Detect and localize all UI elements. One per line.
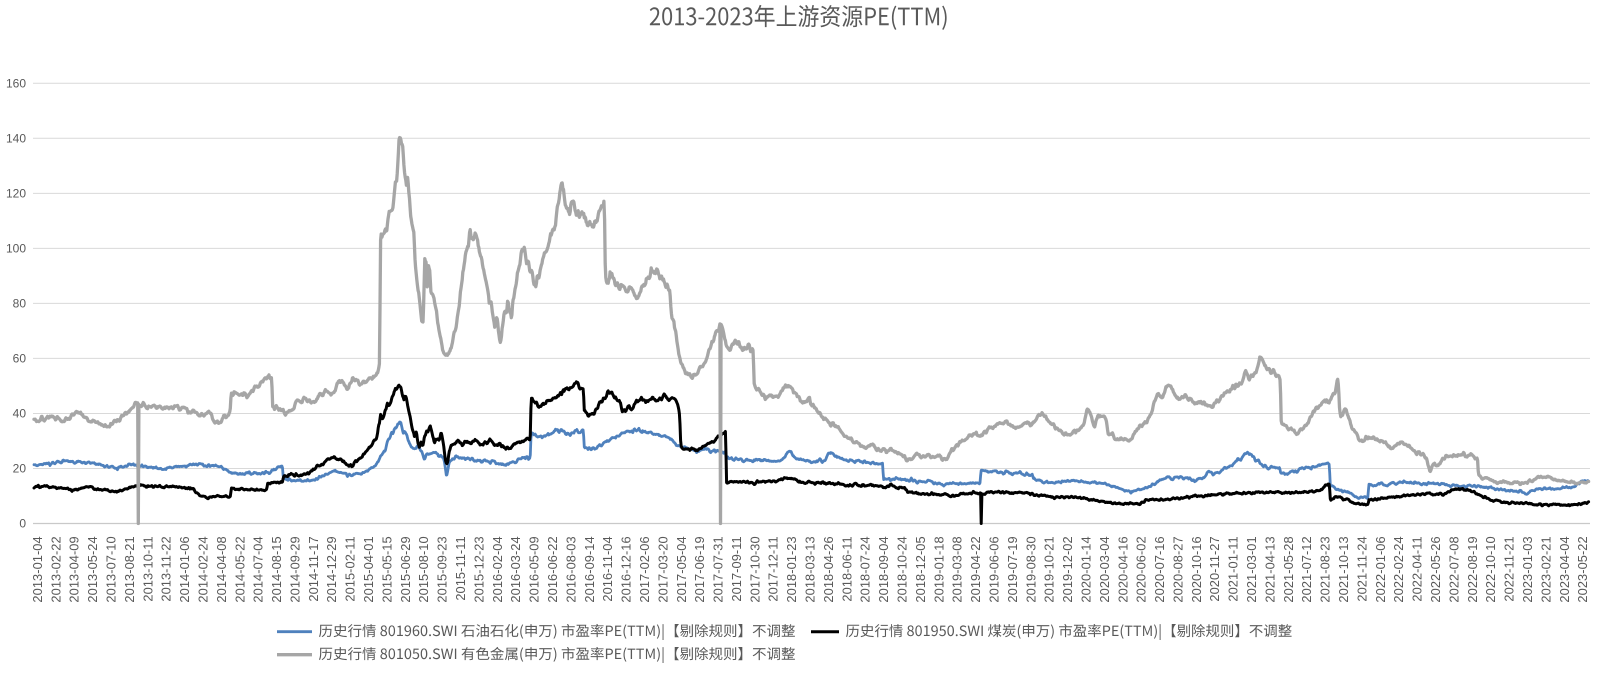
svg-text:2015-09-23: 2015-09-23 bbox=[435, 536, 450, 602]
svg-text:2014-01-06: 2014-01-06 bbox=[177, 536, 192, 602]
svg-text:2019-06-06: 2019-06-06 bbox=[987, 536, 1002, 602]
svg-text:60: 60 bbox=[13, 352, 27, 366]
svg-text:2016-05-09: 2016-05-09 bbox=[527, 536, 542, 602]
svg-text:2013-01-04: 2013-01-04 bbox=[30, 536, 45, 602]
svg-text:2023-01-03: 2023-01-03 bbox=[1520, 536, 1535, 602]
svg-text:2018-07-24: 2018-07-24 bbox=[858, 536, 873, 602]
svg-text:2015-11-11: 2015-11-11 bbox=[453, 536, 468, 600]
svg-text:2017-07-31: 2017-07-31 bbox=[711, 536, 726, 602]
svg-text:2023-02-21: 2023-02-21 bbox=[1538, 536, 1553, 602]
svg-text:2016-06-22: 2016-06-22 bbox=[545, 536, 560, 602]
svg-text:2022-08-19: 2022-08-19 bbox=[1465, 536, 1480, 602]
svg-text:2014-04-08: 2014-04-08 bbox=[214, 536, 229, 602]
svg-text:2018-09-04: 2018-09-04 bbox=[876, 536, 891, 602]
svg-text:2013-04-09: 2013-04-09 bbox=[67, 536, 82, 602]
svg-text:2020-06-02: 2020-06-02 bbox=[1134, 536, 1149, 602]
svg-text:2014-07-04: 2014-07-04 bbox=[251, 536, 266, 602]
svg-text:2021-05-28: 2021-05-28 bbox=[1281, 536, 1296, 602]
svg-text:2020-01-14: 2020-01-14 bbox=[1079, 536, 1094, 602]
svg-text:2020-04-16: 2020-04-16 bbox=[1115, 536, 1130, 602]
svg-text:2017-12-11: 2017-12-11 bbox=[766, 536, 781, 601]
svg-text:2015-06-29: 2015-06-29 bbox=[398, 536, 413, 602]
svg-text:2013-10-11: 2013-10-11 bbox=[140, 536, 155, 601]
svg-text:2022-10-10: 2022-10-10 bbox=[1483, 536, 1498, 602]
svg-text:2013-08-21: 2013-08-21 bbox=[122, 536, 137, 602]
svg-text:100: 100 bbox=[6, 242, 26, 256]
svg-text:2021-07-12: 2021-07-12 bbox=[1299, 536, 1314, 602]
svg-text:2019-08-30: 2019-08-30 bbox=[1023, 536, 1038, 602]
svg-text:2013-07-10: 2013-07-10 bbox=[104, 536, 119, 602]
svg-text:20: 20 bbox=[13, 462, 27, 476]
svg-text:2016-12-16: 2016-12-16 bbox=[619, 536, 634, 602]
svg-text:2013-11-22: 2013-11-22 bbox=[159, 536, 174, 601]
svg-text:2018-01-23: 2018-01-23 bbox=[784, 536, 799, 602]
svg-text:2013-02-22: 2013-02-22 bbox=[48, 536, 63, 602]
svg-text:2022-11-21: 2022-11-21 bbox=[1502, 536, 1517, 601]
svg-text:2019-10-21: 2019-10-21 bbox=[1042, 536, 1057, 602]
svg-text:120: 120 bbox=[6, 187, 26, 201]
svg-text:2016-08-03: 2016-08-03 bbox=[563, 536, 578, 602]
svg-text:2014-09-29: 2014-09-29 bbox=[287, 536, 302, 602]
svg-text:2016-11-04: 2016-11-04 bbox=[600, 536, 615, 601]
svg-text:2015-02-11: 2015-02-11 bbox=[343, 536, 358, 601]
svg-text:2020-03-04: 2020-03-04 bbox=[1097, 536, 1112, 602]
svg-text:2014-02-24: 2014-02-24 bbox=[196, 536, 211, 602]
svg-text:2021-08-23: 2021-08-23 bbox=[1318, 536, 1333, 602]
svg-text:2015-04-01: 2015-04-01 bbox=[361, 536, 376, 602]
svg-text:2014-05-22: 2014-05-22 bbox=[232, 536, 247, 602]
svg-text:2019-12-02: 2019-12-02 bbox=[1060, 536, 1075, 602]
svg-text:2017-03-20: 2017-03-20 bbox=[655, 536, 670, 602]
svg-text:2017-05-04: 2017-05-04 bbox=[674, 536, 689, 602]
svg-text:2019-01-18: 2019-01-18 bbox=[931, 536, 946, 602]
svg-text:2022-07-08: 2022-07-08 bbox=[1446, 536, 1461, 602]
svg-text:2018-10-24: 2018-10-24 bbox=[895, 536, 910, 602]
svg-text:140: 140 bbox=[6, 132, 26, 146]
svg-text:2022-05-26: 2022-05-26 bbox=[1428, 536, 1443, 602]
svg-text:2016-09-14: 2016-09-14 bbox=[582, 536, 597, 602]
svg-text:2022-01-06: 2022-01-06 bbox=[1373, 536, 1388, 602]
svg-text:2023-04-04: 2023-04-04 bbox=[1557, 536, 1572, 602]
svg-text:2021-10-13: 2021-10-13 bbox=[1336, 536, 1351, 602]
svg-text:2021-11-24: 2021-11-24 bbox=[1354, 536, 1369, 601]
svg-text:2013-05-24: 2013-05-24 bbox=[85, 536, 100, 602]
svg-text:80: 80 bbox=[13, 297, 27, 311]
svg-text:2014-12-29: 2014-12-29 bbox=[324, 536, 339, 602]
svg-text:2022-04-11: 2022-04-11 bbox=[1410, 536, 1425, 601]
svg-text:2018-04-26: 2018-04-26 bbox=[821, 536, 836, 602]
svg-text:2015-05-15: 2015-05-15 bbox=[379, 536, 394, 602]
svg-text:2019-07-19: 2019-07-19 bbox=[1005, 536, 1020, 602]
svg-text:2016-02-04: 2016-02-04 bbox=[490, 536, 505, 602]
svg-text:2019-03-08: 2019-03-08 bbox=[950, 536, 965, 602]
svg-text:2017-02-06: 2017-02-06 bbox=[637, 536, 652, 602]
svg-text:0: 0 bbox=[19, 517, 26, 531]
svg-text:2021-03-01: 2021-03-01 bbox=[1244, 536, 1259, 602]
svg-text:2018-06-11: 2018-06-11 bbox=[839, 536, 854, 601]
svg-text:2020-08-27: 2020-08-27 bbox=[1171, 536, 1186, 602]
svg-text:2017-09-11: 2017-09-11 bbox=[729, 536, 744, 601]
svg-text:2015-12-23: 2015-12-23 bbox=[471, 536, 486, 602]
svg-text:40: 40 bbox=[13, 407, 27, 421]
svg-text:2020-07-16: 2020-07-16 bbox=[1152, 536, 1167, 602]
svg-text:2017-06-19: 2017-06-19 bbox=[692, 536, 707, 602]
svg-text:2018-12-05: 2018-12-05 bbox=[913, 536, 928, 602]
svg-text:160: 160 bbox=[6, 77, 26, 91]
svg-text:2022-02-24: 2022-02-24 bbox=[1391, 536, 1406, 602]
svg-text:2020-10-16: 2020-10-16 bbox=[1189, 536, 1204, 602]
svg-text:2015-08-10: 2015-08-10 bbox=[416, 536, 431, 602]
svg-text:2014-08-15: 2014-08-15 bbox=[269, 536, 284, 602]
svg-text:2021-04-13: 2021-04-13 bbox=[1262, 536, 1277, 602]
svg-text:2019-04-22: 2019-04-22 bbox=[968, 536, 983, 602]
svg-text:2016-03-24: 2016-03-24 bbox=[508, 536, 523, 602]
svg-text:2014-11-17: 2014-11-17 bbox=[306, 536, 321, 601]
svg-text:2020-11-27: 2020-11-27 bbox=[1207, 536, 1222, 601]
svg-text:2018-03-13: 2018-03-13 bbox=[803, 536, 818, 602]
svg-text:2023-05-22: 2023-05-22 bbox=[1575, 536, 1590, 602]
svg-text:2021-01-11: 2021-01-11 bbox=[1226, 536, 1241, 601]
svg-text:2017-10-30: 2017-10-30 bbox=[747, 536, 762, 602]
